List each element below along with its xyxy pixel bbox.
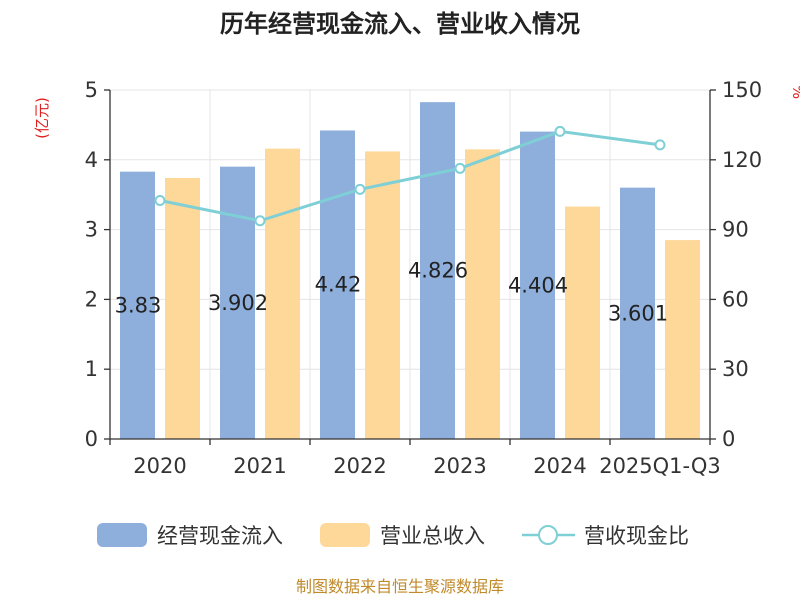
- x-tick-label: 2022: [333, 454, 386, 478]
- line-point: [154, 195, 166, 207]
- x-tick-label: 2023: [433, 454, 486, 478]
- grid-lines: [110, 89, 710, 439]
- legend: 经营现金流入 营业总收入 营收现金比: [97, 523, 689, 548]
- y-left-tick-label: 2: [85, 287, 98, 311]
- line-point: [354, 183, 366, 195]
- line-point: [454, 162, 466, 174]
- data-labels: 3.83 3.902 4.42 4.826 4.404 3.601: [115, 259, 668, 326]
- bar-cash-inflow: [220, 166, 255, 440]
- y-right-tick-label: 150: [722, 78, 762, 102]
- data-label: 3.902: [208, 291, 268, 315]
- line-series-ratio: [159, 129, 661, 223]
- legend-label-cash-inflow: 经营现金流入: [157, 524, 283, 548]
- y-right-tick-label: 90: [722, 218, 749, 242]
- data-label: 3.83: [115, 293, 162, 317]
- legend-label-ratio: 营收现金比: [584, 524, 689, 548]
- bar-cash-inflow: [520, 131, 555, 439]
- bar-revenue: [465, 149, 500, 439]
- bar-cash-inflow: [420, 102, 455, 439]
- data-label: 4.826: [408, 259, 468, 283]
- y-right-unit-label: %: [789, 85, 800, 99]
- source-note: 制图数据来自恒生聚源数据库: [296, 577, 504, 596]
- x-tick-label: 2025Q1-Q3: [599, 454, 721, 478]
- bar-revenue: [565, 206, 600, 439]
- bar-revenue: [165, 177, 200, 439]
- y-left-unit-label: (亿元): [33, 97, 51, 139]
- bar-cash-inflow: [120, 171, 155, 439]
- bar-revenue: [265, 148, 300, 439]
- bar-cash-inflow: [320, 130, 355, 439]
- bar-revenue: [365, 151, 400, 439]
- legend-swatch-revenue: [320, 523, 370, 547]
- legend-swatch-cash-inflow: [97, 523, 147, 547]
- legend-marker-ratio: [538, 525, 558, 545]
- y-left-tick-label: 5: [85, 78, 98, 102]
- y-right-tick-label: 120: [722, 148, 762, 172]
- x-tick-label: 2020: [133, 454, 186, 478]
- y-right-tick-label: 60: [722, 287, 749, 311]
- axes: 0 1 2 3 4 5 0 30 60 90 120 150 2020 2021 2022 2023 2024 2…: [85, 78, 762, 478]
- bar-layer: [120, 102, 700, 440]
- line-point: [554, 125, 566, 137]
- y-left-tick-label: 0: [85, 427, 98, 451]
- chart-title: 历年经营现金流入、营业收入情况: [220, 10, 580, 38]
- y-left-tick-label: 3: [85, 218, 98, 242]
- y-left-tick-label: 1: [85, 357, 98, 381]
- y-left-tick-label: 4: [85, 148, 98, 172]
- line-layer: [154, 125, 666, 227]
- data-label: 4.404: [508, 273, 568, 297]
- line-point: [654, 139, 666, 151]
- legend-label-revenue: 营业总收入: [380, 524, 485, 548]
- bar-revenue: [665, 240, 700, 439]
- data-label: 4.42: [315, 273, 362, 297]
- x-tick-label: 2021: [233, 454, 286, 478]
- y-right-tick-label: 0: [722, 427, 735, 451]
- bar-cash-inflow: [620, 187, 655, 439]
- data-label: 3.601: [608, 301, 668, 325]
- line-point: [254, 215, 266, 227]
- y-right-tick-label: 30: [722, 357, 749, 381]
- x-tick-label: 2024: [533, 454, 586, 478]
